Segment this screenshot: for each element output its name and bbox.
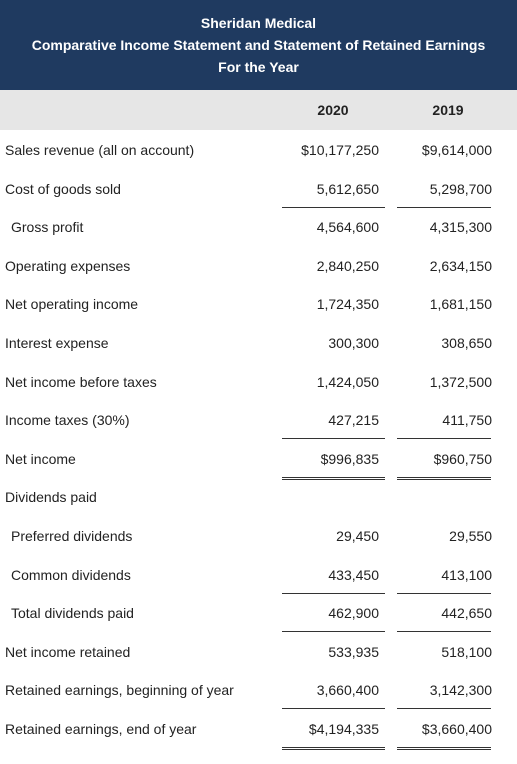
row-label: Operating expenses	[5, 257, 131, 274]
row-label: Net income before taxes	[5, 373, 157, 390]
underline	[397, 438, 491, 440]
row-value: $9,614,000	[421, 142, 492, 158]
underline	[397, 747, 491, 750]
row-label: Net income	[5, 450, 76, 467]
company: Sheridan Medical	[200, 15, 317, 31]
row-value: 462,900	[328, 605, 379, 622]
row-value: $3,660,400	[421, 721, 492, 737]
table-row: Total dividends paid 462,900 442,650	[0, 594, 517, 633]
period: For the Year	[218, 59, 299, 75]
underline	[282, 747, 385, 750]
row-label: Dividends paid	[5, 489, 97, 506]
row-value: $960,750	[433, 450, 492, 467]
row-label: Retained earnings, beginning of year	[5, 682, 234, 699]
table-row: Sales revenue (all on account) $10,177,25…	[0, 131, 517, 169]
row-value: 3,660,400	[316, 682, 379, 699]
table-row: Common dividends 433,450 413,100	[0, 556, 517, 594]
row-value: 300,300	[328, 335, 379, 351]
column-header: 2020 2019	[0, 90, 517, 130]
row-value: 1,681,150	[429, 296, 492, 313]
row-label: Sales revenue (all on account)	[5, 142, 195, 158]
row-value: 433,450	[328, 566, 379, 583]
table-row: Gross profit 4,564,600 4,315,300	[0, 208, 517, 246]
row-label: Retained earnings, end of year	[5, 721, 197, 737]
table-row: Net income retained 533,935 518,100	[0, 633, 517, 671]
row-label: Net operating income	[5, 296, 139, 313]
row-label: Preferred dividends	[11, 528, 133, 544]
row-label: Net income retained	[5, 643, 131, 660]
row-value: 1,724,350	[316, 296, 379, 313]
row-value: 308,650	[441, 335, 492, 351]
table-row: Dividends paid	[0, 478, 517, 516]
row-value: 5,612,650	[316, 180, 379, 197]
table-row: Interest expense 300,300 308,650	[0, 324, 517, 362]
row-value: 2,840,250	[316, 257, 379, 274]
table-row: Preferred dividends 29,450 29,550	[0, 517, 517, 555]
underline	[282, 631, 385, 633]
row-value: 413,100	[441, 566, 492, 583]
table-row: Net operating income 1,724,350 1,681,150	[0, 285, 517, 323]
row-value: $996,835	[320, 450, 379, 467]
row-value: 4,564,600	[316, 219, 379, 236]
row-value: 411,750	[442, 412, 492, 429]
row-value: 442,650	[441, 605, 492, 622]
table-row: Net income $996,835 $960,750	[0, 440, 517, 480]
row-label: Total dividends paid	[11, 605, 134, 622]
row-label: Cost of goods sold	[5, 180, 121, 197]
underline	[397, 708, 491, 710]
row-value: 1,372,500	[429, 373, 492, 390]
row-value: 29,550	[449, 528, 492, 544]
row-value: 29,450	[336, 528, 379, 544]
row-label: Common dividends	[11, 566, 131, 583]
table-row: Cost of goods sold 5,612,650 5,298,700	[0, 170, 517, 208]
table-row: Retained earnings, beginning of year 3,66…	[0, 671, 517, 710]
row-label: Interest expense	[5, 335, 109, 351]
row-value: 5,298,700	[429, 180, 492, 197]
row-value: 3,142,300	[429, 682, 492, 699]
column-year: 2020	[317, 102, 349, 118]
table-row: Retained earnings, end of year $4,194,335…	[0, 710, 517, 750]
row-value: 533,935	[328, 643, 379, 660]
row-value: 4,315,300	[429, 219, 492, 236]
header: Sheridan Medical Comparative Income Stat…	[0, 0, 517, 90]
row-label: Income taxes (30%)	[5, 412, 130, 429]
row-value: 518,100	[441, 643, 492, 660]
underline	[282, 476, 385, 480]
row-value: $4,194,335	[308, 721, 379, 737]
table-row: Net income before taxes 1,424,050 1,372,50…	[0, 363, 517, 401]
underline	[282, 206, 385, 208]
table-row: Operating expenses 2,840,250 2,634,150	[0, 247, 517, 285]
underline	[282, 438, 385, 440]
row-label: Gross profit	[11, 219, 84, 236]
underline	[397, 592, 491, 594]
row-value: 427,215	[328, 412, 379, 429]
underline	[282, 592, 385, 594]
underline	[397, 476, 491, 480]
column-year: 2019	[432, 102, 464, 118]
underline	[397, 631, 491, 633]
statement-title: Comparative Income Statement and Stateme…	[31, 37, 486, 53]
underline	[397, 206, 491, 208]
table-row: Income taxes (30%) 427,215 411,750	[0, 401, 517, 440]
row-value: $10,177,250	[301, 142, 379, 158]
underline	[282, 708, 385, 710]
row-value: 2,634,150	[429, 257, 492, 274]
row-value: 1,424,050	[316, 373, 379, 390]
